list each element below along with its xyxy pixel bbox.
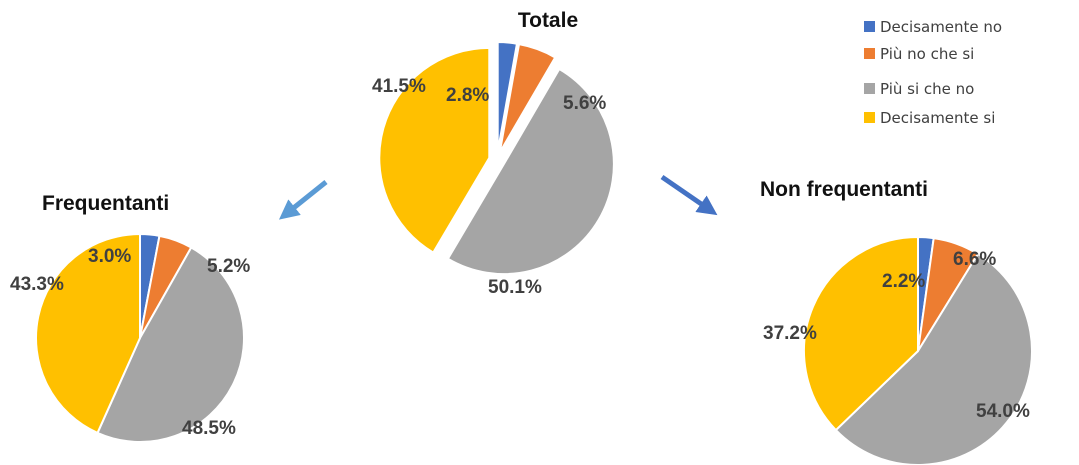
label-non-frequentanti-piu-si-che-no: 54.0% <box>976 401 1030 422</box>
slice-frequentanti-decisamente-si <box>35 233 141 434</box>
legend-label-piu-si-che-no: Più si che no <box>880 80 974 98</box>
label-non-frequentanti-decisamente-si: 37.2% <box>763 323 817 344</box>
legend-label-piu-no-che-si: Più no che si <box>880 45 974 63</box>
slice-frequentanti-piu-si-che-no <box>96 246 245 443</box>
label-totale-piu-si-che-no: 50.1% <box>488 277 542 298</box>
slice-totale-decisamente-si <box>378 46 491 254</box>
label-frequentanti-decisamente-si: 43.3% <box>10 274 64 295</box>
legend-label-decisamente-no: Decisamente no <box>880 18 1002 36</box>
pie-non-frequentanti <box>803 236 1033 465</box>
label-non-frequentanti-piu-no-che-si: 6.6% <box>953 249 996 270</box>
pie-title-totale: Totale <box>518 9 578 32</box>
pie-title-frequentanti: Frequentanti <box>42 192 169 215</box>
slice-totale-piu-si-che-no <box>446 68 615 276</box>
slice-totale-decisamente-no <box>496 41 518 154</box>
label-frequentanti-decisamente-no: 3.0% <box>88 246 131 267</box>
arrow-to-non-frequentanti-icon <box>660 174 718 216</box>
arrow-to-frequentanti-icon <box>278 180 328 220</box>
label-frequentanti-piu-no-che-si: 5.2% <box>207 256 250 277</box>
label-totale-decisamente-no: 2.8% <box>446 85 489 106</box>
legend: Decisamente no Più no che si Più si che … <box>864 18 1002 127</box>
label-totale-piu-no-che-si: 5.6% <box>563 93 606 114</box>
pie-frequentanti <box>35 233 245 443</box>
label-totale-decisamente-si: 41.5% <box>372 76 426 97</box>
slice-non-frequentanti-piu-si-che-no <box>834 252 1033 465</box>
legend-swatch-piu-no-che-si <box>864 48 875 59</box>
legend-label-decisamente-si: Decisamente si <box>880 109 995 127</box>
slice-non-frequentanti-decisamente-si <box>803 236 919 432</box>
label-frequentanti-piu-si-che-no: 48.5% <box>182 418 236 439</box>
slice-totale-piu-no-che-si <box>498 43 557 154</box>
legend-swatch-decisamente-si <box>864 112 875 123</box>
pie-title-non-frequentanti: Non frequentanti <box>760 178 928 201</box>
legend-swatch-decisamente-no <box>864 21 875 32</box>
pie-totale <box>378 41 615 276</box>
legend-swatch-piu-si-che-no <box>864 83 875 94</box>
label-non-frequentanti-decisamente-no: 2.2% <box>882 271 925 292</box>
